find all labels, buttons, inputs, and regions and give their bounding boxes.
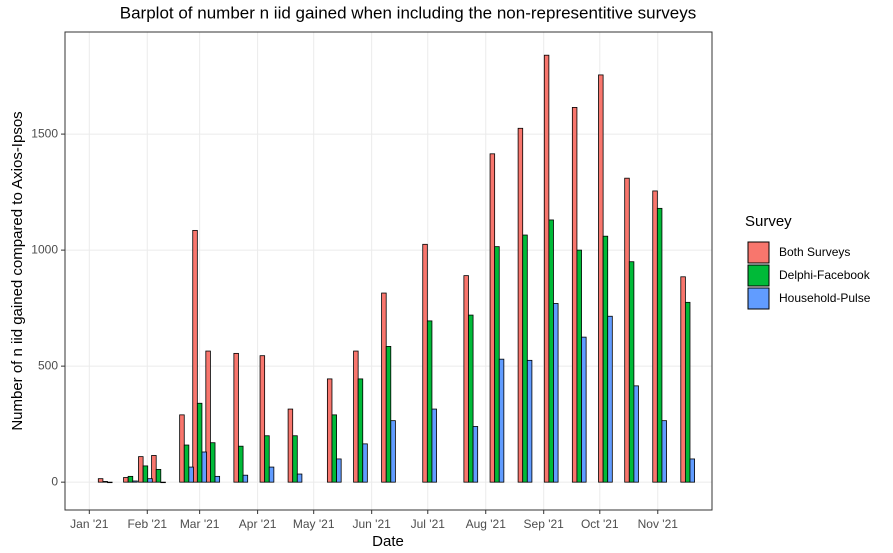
bar [652, 190, 658, 483]
bar [526, 359, 533, 483]
bar [127, 475, 134, 483]
x-tick-label: Jan '21 [70, 517, 109, 531]
legend-label: Delphi-Facebook [779, 268, 871, 282]
bar [607, 315, 613, 483]
bar [264, 435, 270, 483]
bar [138, 456, 144, 483]
bar [362, 443, 368, 483]
bar [268, 466, 275, 483]
bar [598, 74, 604, 483]
legend-swatch [747, 264, 770, 287]
bar [160, 481, 166, 484]
x-tick-label: Apr '21 [239, 517, 277, 531]
bar [431, 408, 437, 483]
legend-label: Both Surveys [779, 245, 850, 259]
bar [97, 478, 104, 483]
bar [543, 54, 550, 483]
bar [684, 301, 691, 483]
bar [522, 234, 528, 483]
bar [132, 480, 138, 483]
bar [233, 352, 239, 483]
legend-label: Household-Pulse [779, 291, 871, 305]
bar [238, 445, 244, 483]
bar [147, 478, 153, 483]
bar [151, 455, 157, 483]
bar [517, 127, 524, 483]
bar [576, 249, 582, 483]
bar [210, 442, 216, 483]
bar [385, 346, 392, 483]
y-tick-label: 500 [38, 358, 58, 372]
bar [179, 414, 185, 483]
bar [489, 153, 496, 483]
plot-border [64, 31, 713, 511]
bar [183, 444, 190, 483]
bar [192, 229, 198, 483]
bar [553, 303, 559, 483]
bar [331, 414, 337, 483]
bar [326, 378, 333, 483]
bar [689, 458, 695, 483]
legend-swatch [747, 241, 770, 264]
bar [201, 451, 207, 483]
bar [292, 435, 298, 483]
y-tick-label: 0 [51, 474, 58, 488]
bar [102, 481, 108, 483]
chart-title: Barplot of number n iid gained when incl… [120, 3, 696, 22]
x-tick-label: Sep '21 [524, 517, 565, 531]
bar [656, 207, 663, 483]
x-tick-label: Jul '21 [411, 517, 446, 531]
bar [498, 358, 505, 483]
bar [188, 466, 194, 483]
bar [472, 426, 479, 483]
bar [142, 465, 149, 483]
x-axis-label: Date [372, 533, 404, 550]
bar [571, 107, 578, 483]
bar [296, 473, 303, 483]
bar [468, 314, 474, 483]
bar [336, 458, 342, 483]
bar [624, 177, 630, 483]
bar [123, 477, 129, 483]
bar [548, 219, 554, 483]
y-tick-label: 1500 [31, 126, 58, 140]
bar [381, 292, 387, 483]
bar [242, 474, 249, 483]
bar [680, 276, 686, 483]
x-tick-label: May '21 [293, 517, 335, 531]
bar [155, 468, 162, 483]
bar [214, 475, 221, 483]
legend-title: Survey [745, 213, 792, 230]
bar [633, 385, 639, 483]
bar [259, 355, 266, 483]
x-tick-label: Nov '21 [638, 517, 679, 531]
bar [494, 246, 500, 483]
bar [196, 402, 203, 483]
bar [353, 350, 359, 483]
x-tick-label: Aug '21 [466, 517, 507, 531]
bar [661, 420, 667, 483]
y-tick-label: 1000 [31, 242, 58, 256]
x-tick-label: Jun '21 [353, 517, 392, 531]
bar [426, 320, 433, 483]
bar [628, 261, 635, 483]
bar [390, 420, 396, 483]
bar [107, 481, 113, 484]
bar [422, 243, 428, 483]
y-axis-label: Number of n iid gained compared to Axios… [9, 111, 26, 430]
x-tick-label: Mar '21 [180, 517, 220, 531]
x-tick-label: Feb '21 [127, 517, 167, 531]
bar [602, 235, 609, 483]
bar [357, 378, 364, 483]
bar [581, 336, 587, 483]
bar [205, 350, 211, 483]
bar [287, 408, 294, 483]
x-tick-label: Oct '21 [581, 517, 619, 531]
legend-swatch [747, 287, 770, 310]
bar [463, 275, 469, 483]
